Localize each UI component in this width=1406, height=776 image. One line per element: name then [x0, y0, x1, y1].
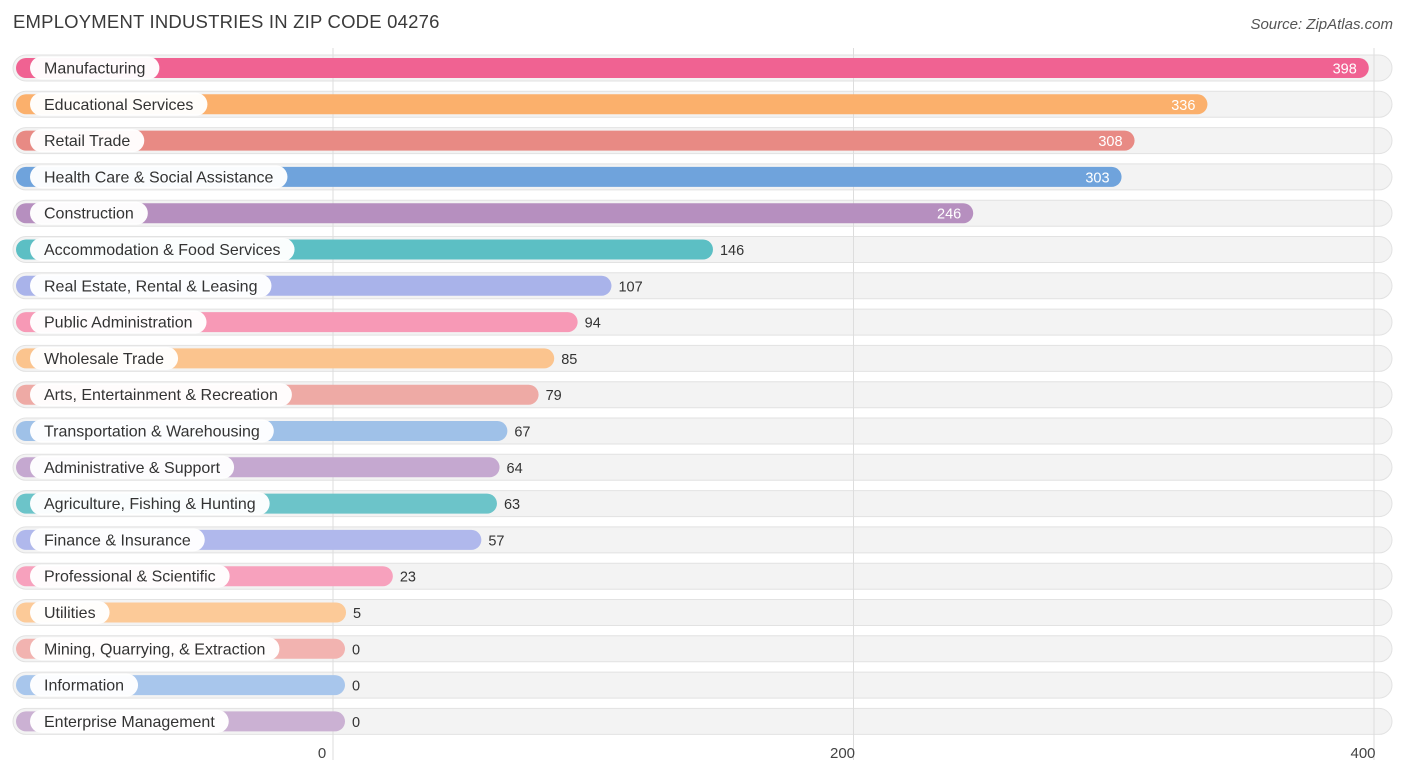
value-label: 79 [546, 388, 562, 404]
category-pill [30, 383, 292, 407]
category-label: Manufacturing [44, 61, 145, 78]
category-label: Finance & Insurance [44, 532, 191, 549]
category-pill [30, 601, 110, 624]
category-pill [30, 637, 280, 661]
value-label: 107 [618, 279, 642, 295]
value-label: 308 [1098, 134, 1122, 150]
value-label: 23 [400, 570, 416, 586]
value-label: 0 [352, 715, 360, 731]
value-label: 63 [504, 497, 520, 513]
category-label: Agriculture, Fishing & Hunting [44, 496, 256, 513]
bar [16, 130, 1135, 151]
category-pill [30, 709, 229, 733]
category-pill [30, 455, 235, 479]
category-label: Professional & Scientific [44, 569, 216, 586]
category-label: Public Administration [44, 315, 193, 332]
category-label: Transportation & Warehousing [44, 424, 260, 441]
value-label: 303 [1085, 170, 1109, 186]
chart-source: Source: ZipAtlas.com [1250, 16, 1393, 33]
category-label: Administrative & Support [44, 460, 221, 477]
value-label: 336 [1171, 98, 1195, 114]
category-pill [30, 673, 139, 697]
bars: Manufacturing 398 Educational Services 336 R… [16, 56, 1369, 733]
category-label: Retail Trade [44, 133, 130, 150]
row-track [12, 671, 1393, 699]
category-label: Enterprise Management [44, 714, 215, 731]
row-track [12, 635, 1393, 663]
category-pill [30, 419, 274, 443]
category-pill [30, 92, 208, 116]
value-label: 398 [1333, 62, 1357, 78]
bar [16, 166, 1122, 187]
category-label: Construction [44, 206, 134, 223]
value-label: 57 [488, 533, 504, 549]
bar [16, 94, 1208, 115]
category-pill [30, 56, 160, 80]
category-pill [30, 346, 179, 370]
x-tick-label: 400 [1350, 745, 1375, 762]
value-label: 67 [514, 425, 530, 441]
value-label: 85 [561, 352, 577, 368]
value-label: 5 [353, 606, 361, 622]
value-label: 0 [352, 679, 360, 695]
value-label: 0 [352, 642, 360, 658]
category-label: Wholesale Trade [44, 351, 164, 368]
chart-title: EMPLOYMENT INDUSTRIES IN ZIP CODE 04276 [13, 11, 440, 32]
category-pill [30, 238, 295, 261]
category-label: Accommodation & Food Services [44, 242, 281, 259]
x-tick-label: 200 [830, 745, 855, 762]
category-pill [30, 201, 148, 225]
row-track [12, 599, 1393, 626]
category-label: Information [44, 678, 124, 695]
category-pill [30, 129, 145, 153]
category-pill [30, 564, 230, 588]
category-label: Utilities [44, 605, 96, 622]
x-tick-label: 0 [318, 745, 326, 762]
category-label: Health Care & Social Assistance [44, 169, 274, 186]
bar [16, 58, 1369, 78]
category-pill [30, 310, 207, 334]
category-pill [30, 165, 288, 189]
bar [16, 203, 974, 224]
category-label: Real Estate, Rental & Leasing [44, 278, 257, 295]
value-label: 94 [585, 316, 601, 332]
row-track [12, 707, 1393, 735]
category-pill [30, 492, 270, 516]
value-label: 246 [937, 207, 961, 223]
category-pill [30, 528, 205, 552]
value-label: 64 [507, 461, 523, 477]
category-label: Arts, Entertainment & Recreation [44, 387, 278, 404]
category-label: Educational Services [44, 97, 193, 114]
category-pill [30, 274, 272, 298]
value-label: 146 [720, 243, 744, 259]
category-label: Mining, Quarrying, & Extraction [44, 641, 265, 658]
